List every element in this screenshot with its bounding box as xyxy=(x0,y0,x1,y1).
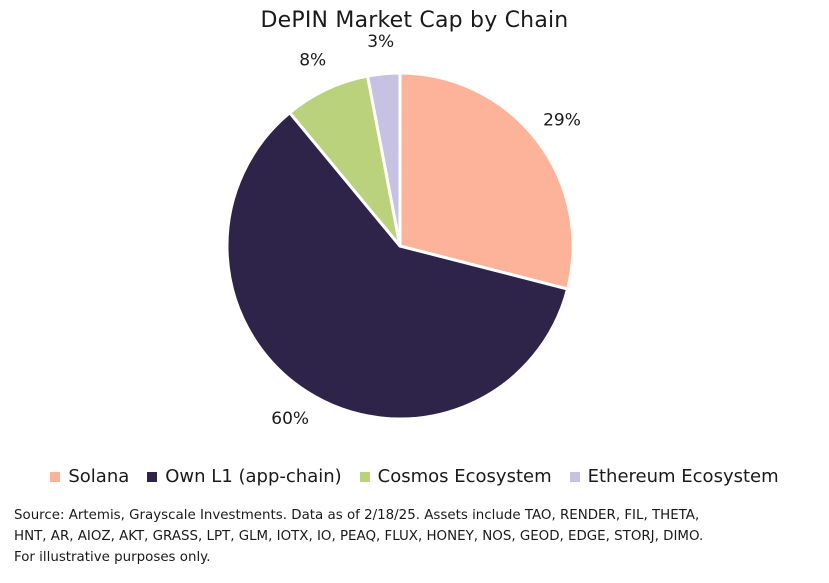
legend-swatch-solana xyxy=(50,471,61,482)
legend-swatch-ethereum xyxy=(569,471,580,482)
source-line: For illustrative purposes only. xyxy=(14,550,211,565)
legend-item-own-l1: Own L1 (app-chain) xyxy=(147,466,342,487)
source-note: Source: Artemis, Grayscale Investments. … xyxy=(14,505,819,568)
legend-item-ethereum: Ethereum Ecosystem xyxy=(569,466,779,487)
pie-slice-ethereum xyxy=(366,71,402,248)
legend: Solana Own L1 (app-chain) Cosmos Ecosyst… xyxy=(0,466,829,487)
pie-slice-own-l1 xyxy=(225,111,570,421)
legend-label-solana: Solana xyxy=(68,466,130,487)
legend-label-cosmos: Cosmos Ecosystem xyxy=(377,466,552,487)
slice-label-cosmos: 8% xyxy=(299,51,326,71)
source-line: Source: Artemis, Grayscale Investments. … xyxy=(14,508,700,523)
legend-label-own-l1: Own L1 (app-chain) xyxy=(165,466,342,487)
legend-item-solana: Solana xyxy=(50,466,129,487)
chart-title: DePIN Market Cap by Chain xyxy=(260,8,569,33)
legend-item-cosmos: Cosmos Ecosystem xyxy=(359,466,552,487)
pie-chart: 29% 60% 8% 3% xyxy=(225,32,581,429)
slice-label-solana: 29% xyxy=(543,110,581,130)
source-line: HNT, AR, AIOZ, AKT, GRASS, LPT, GLM, IOT… xyxy=(14,529,704,544)
legend-label-ethereum: Ethereum Ecosystem xyxy=(587,466,779,487)
legend-swatch-cosmos xyxy=(359,471,370,482)
legend-swatch-own-l1 xyxy=(147,471,158,482)
slice-label-ethereum: 3% xyxy=(367,32,394,52)
slice-label-own-l1: 60% xyxy=(271,409,309,429)
pie-slice-solana xyxy=(398,71,575,291)
